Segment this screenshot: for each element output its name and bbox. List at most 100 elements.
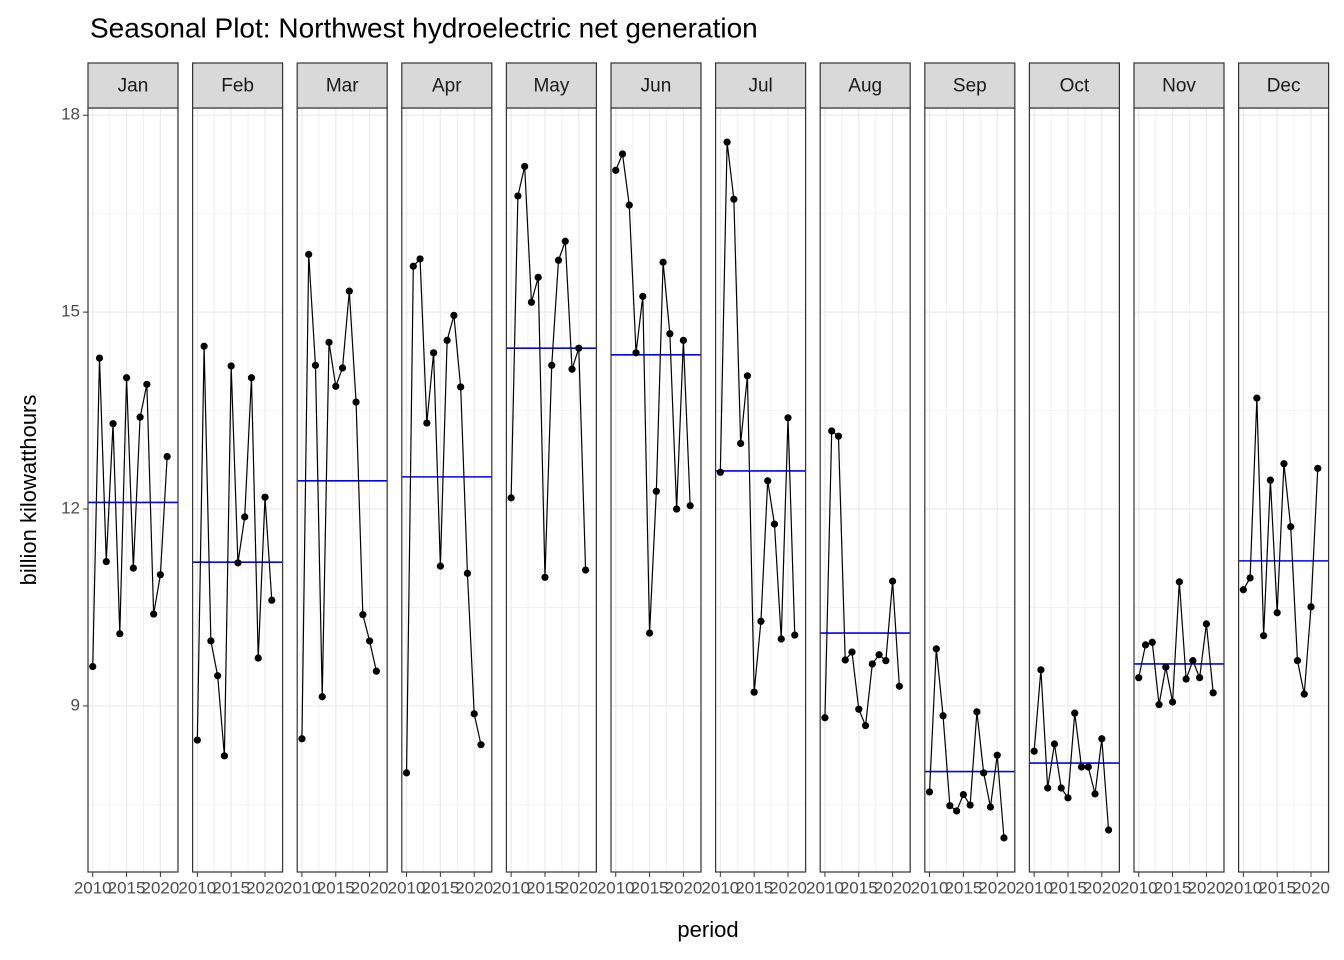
point: [939, 712, 947, 720]
x-axis-label: period: [677, 917, 738, 942]
point: [625, 201, 633, 209]
point: [1044, 784, 1052, 792]
point: [855, 705, 863, 713]
point: [895, 682, 903, 690]
point: [1000, 834, 1008, 842]
point: [409, 262, 417, 270]
x-tick-label: 2010: [1224, 878, 1262, 897]
point: [234, 559, 242, 567]
point: [402, 769, 411, 777]
point: [980, 769, 988, 777]
point: [673, 505, 681, 513]
y-tick-label: 18: [61, 105, 80, 124]
x-tick-label: 2010: [1120, 878, 1158, 897]
y-tick-label: 12: [61, 499, 80, 518]
point: [102, 557, 110, 566]
point: [986, 803, 995, 811]
point: [882, 657, 890, 665]
point: [561, 237, 569, 245]
x-tick-label: 2020: [874, 878, 912, 897]
series-line: [1242, 398, 1319, 695]
point: [791, 631, 799, 639]
point: [254, 654, 262, 662]
strip-label: Dec: [1267, 76, 1301, 97]
panel-background: [1029, 108, 1120, 872]
point: [359, 611, 367, 619]
series-line: [615, 151, 691, 634]
point: [150, 610, 158, 618]
point: [659, 258, 667, 266]
point: [366, 637, 374, 645]
strip-label: Jan: [118, 76, 149, 97]
point: [1202, 620, 1211, 628]
point: [1293, 657, 1302, 665]
strip-label: Aug: [848, 76, 882, 97]
point: [1273, 609, 1281, 617]
x-tick-label: 2020: [1292, 878, 1330, 897]
point: [1064, 794, 1072, 802]
panel-background: [820, 108, 911, 872]
x-tick-label: 2010: [911, 878, 949, 897]
x-tick-label: 2015: [631, 878, 669, 897]
point: [632, 349, 640, 357]
x-tick-label: 2020: [978, 878, 1016, 897]
panel-background: [192, 108, 283, 872]
series-line: [1033, 669, 1110, 831]
y-tick-label: 15: [61, 302, 80, 321]
point: [261, 493, 269, 501]
point: [1050, 740, 1059, 748]
point: [841, 656, 849, 664]
x-tick-label: 2015: [212, 878, 250, 897]
series-line: [928, 648, 1005, 838]
point: [457, 383, 465, 391]
point: [507, 494, 515, 502]
point: [1209, 689, 1217, 697]
point: [959, 790, 967, 799]
panel-background: [506, 108, 597, 872]
x-tick-label: 2010: [388, 878, 426, 897]
x-tick-label: 2015: [1049, 878, 1087, 897]
point: [737, 439, 745, 447]
strip-label: Feb: [221, 76, 254, 97]
strip-label: Mar: [326, 76, 359, 97]
x-tick-label: 2015: [840, 878, 878, 897]
x-tick-label: 2020: [351, 878, 389, 897]
x-tick-label: 2010: [806, 878, 844, 897]
point: [925, 788, 934, 796]
point: [129, 564, 137, 572]
panel-background: [1238, 108, 1329, 872]
point: [993, 751, 1001, 759]
point: [332, 382, 340, 390]
point: [848, 648, 856, 656]
strip: [610, 62, 702, 109]
point: [436, 562, 444, 570]
x-tick-label: 2015: [944, 878, 982, 897]
point: [1280, 460, 1288, 468]
x-tick-label: 2020: [455, 878, 493, 897]
x-tick-label: 2020: [664, 878, 702, 897]
strip-label: Nov: [1162, 76, 1196, 97]
point: [1135, 674, 1143, 682]
x-tick-label: 2015: [735, 878, 773, 897]
point: [889, 577, 897, 585]
point: [723, 138, 731, 146]
point: [612, 166, 620, 174]
point: [109, 420, 117, 428]
point: [463, 569, 472, 577]
x-tick-label: 2010: [74, 878, 112, 897]
point: [200, 342, 208, 350]
point: [1162, 663, 1170, 671]
point: [207, 637, 215, 645]
strip-label: Jul: [748, 76, 772, 97]
point: [1266, 476, 1275, 484]
strip: [714, 62, 807, 109]
point: [372, 667, 380, 675]
panel-background: [401, 108, 492, 872]
point: [743, 372, 752, 380]
point: [1148, 638, 1156, 646]
point: [618, 150, 627, 158]
panel-background: [715, 108, 806, 872]
point: [470, 710, 478, 718]
point: [1307, 603, 1315, 611]
point: [423, 419, 431, 427]
